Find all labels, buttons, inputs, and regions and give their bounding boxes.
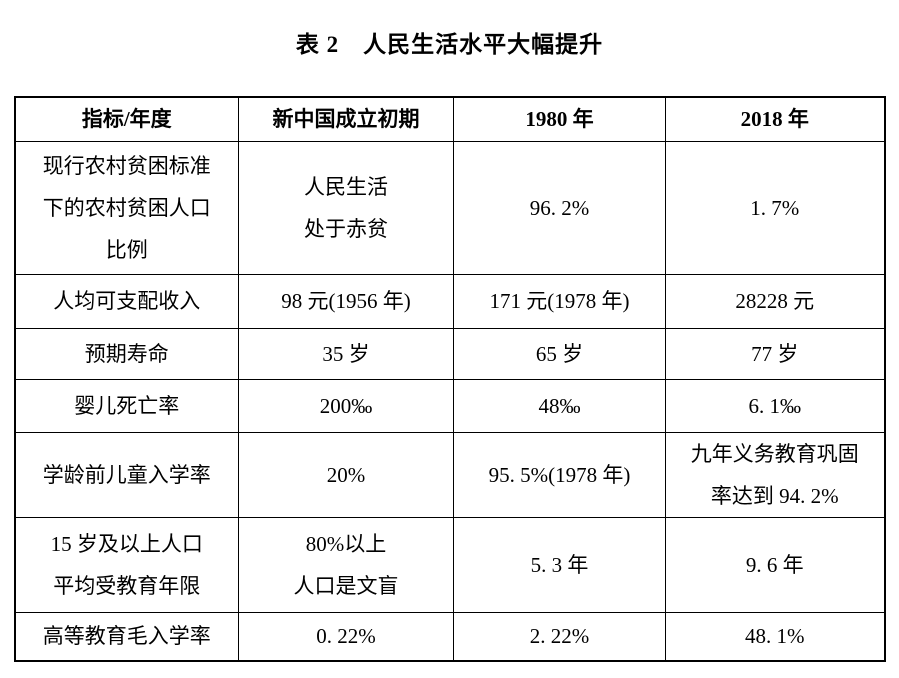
table-cell: 80%以上 人口是文盲 (238, 516, 454, 613)
table-cell: 96. 2% (453, 140, 666, 275)
table-row-years-of-education: 15 岁及以上人口 平均受教育年限 80%以上 人口是文盲 5. 3 年 9. … (14, 516, 885, 613)
column-header-early-prc: 新中国成立初期 (238, 96, 454, 142)
table-cell: 高等教育毛入学率 (14, 611, 239, 662)
table-cell: 学龄前儿童入学率 (14, 431, 239, 518)
table-cell: 2. 22% (453, 611, 666, 662)
table-cell: 现行农村贫困标准 下的农村贫困人口 比例 (14, 140, 239, 275)
table-cell: 28228 元 (665, 273, 885, 329)
table-cell: 15 岁及以上人口 平均受教育年限 (14, 516, 239, 613)
table-cell: 171 元(1978 年) (453, 273, 666, 329)
table-cell: 九年义务教育巩固 率达到 94. 2% (665, 431, 885, 518)
table-cell: 婴儿死亡率 (14, 378, 239, 433)
table-cell: 预期寿命 (14, 327, 239, 380)
data-table: 指标/年度 新中国成立初期 1980 年 2018 年 现行农村贫困标准 下的农… (13, 96, 886, 662)
table-title: 表 2 人民生活水平大幅提升 (295, 32, 604, 57)
table-row-disposable-income: 人均可支配收入 98 元(1956 年) 171 元(1978 年) 28228… (14, 273, 885, 329)
table-cell: 人民生活 处于赤贫 (238, 140, 454, 275)
table-cell: 48. 1% (665, 611, 885, 662)
table-row-poverty-ratio: 现行农村贫困标准 下的农村贫困人口 比例 人民生活 处于赤贫 96. 2% 1.… (14, 140, 885, 275)
table-cell: 6. 1‰ (665, 378, 885, 433)
column-header-1980: 1980 年 (453, 96, 666, 142)
table-cell: 35 岁 (238, 327, 454, 380)
table-cell: 0. 22% (238, 611, 454, 662)
table-row-infant-mortality: 婴儿死亡率 200‰ 48‰ 6. 1‰ (14, 378, 885, 433)
table-cell: 77 岁 (665, 327, 885, 380)
document-page: 表 2 人民生活水平大幅提升 指标/年度 新中国成立初期 1980 年 2018… (0, 30, 899, 678)
table-cell: 5. 3 年 (453, 516, 666, 613)
table-cell: 48‰ (453, 378, 666, 433)
table-cell: 200‰ (238, 378, 454, 433)
table-cell: 65 岁 (453, 327, 666, 380)
table-cell: 20% (238, 431, 454, 518)
column-header-2018: 2018 年 (665, 96, 885, 142)
table-row-preschool-enrollment: 学龄前儿童入学率 20% 95. 5%(1978 年) 九年义务教育巩固 率达到… (14, 431, 885, 518)
table-cell: 95. 5%(1978 年) (453, 431, 666, 518)
table-row-higher-education-enrollment: 高等教育毛入学率 0. 22% 2. 22% 48. 1% (14, 611, 885, 662)
table-cell: 人均可支配收入 (14, 273, 239, 329)
column-header-indicator: 指标/年度 (14, 96, 239, 142)
table-cell: 98 元(1956 年) (238, 273, 454, 329)
header-row: 指标/年度 新中国成立初期 1980 年 2018 年 (14, 96, 885, 142)
table-cell: 1. 7% (665, 140, 885, 275)
table-cell: 9. 6 年 (665, 516, 885, 613)
table-row-life-expectancy: 预期寿命 35 岁 65 岁 77 岁 (14, 327, 885, 380)
